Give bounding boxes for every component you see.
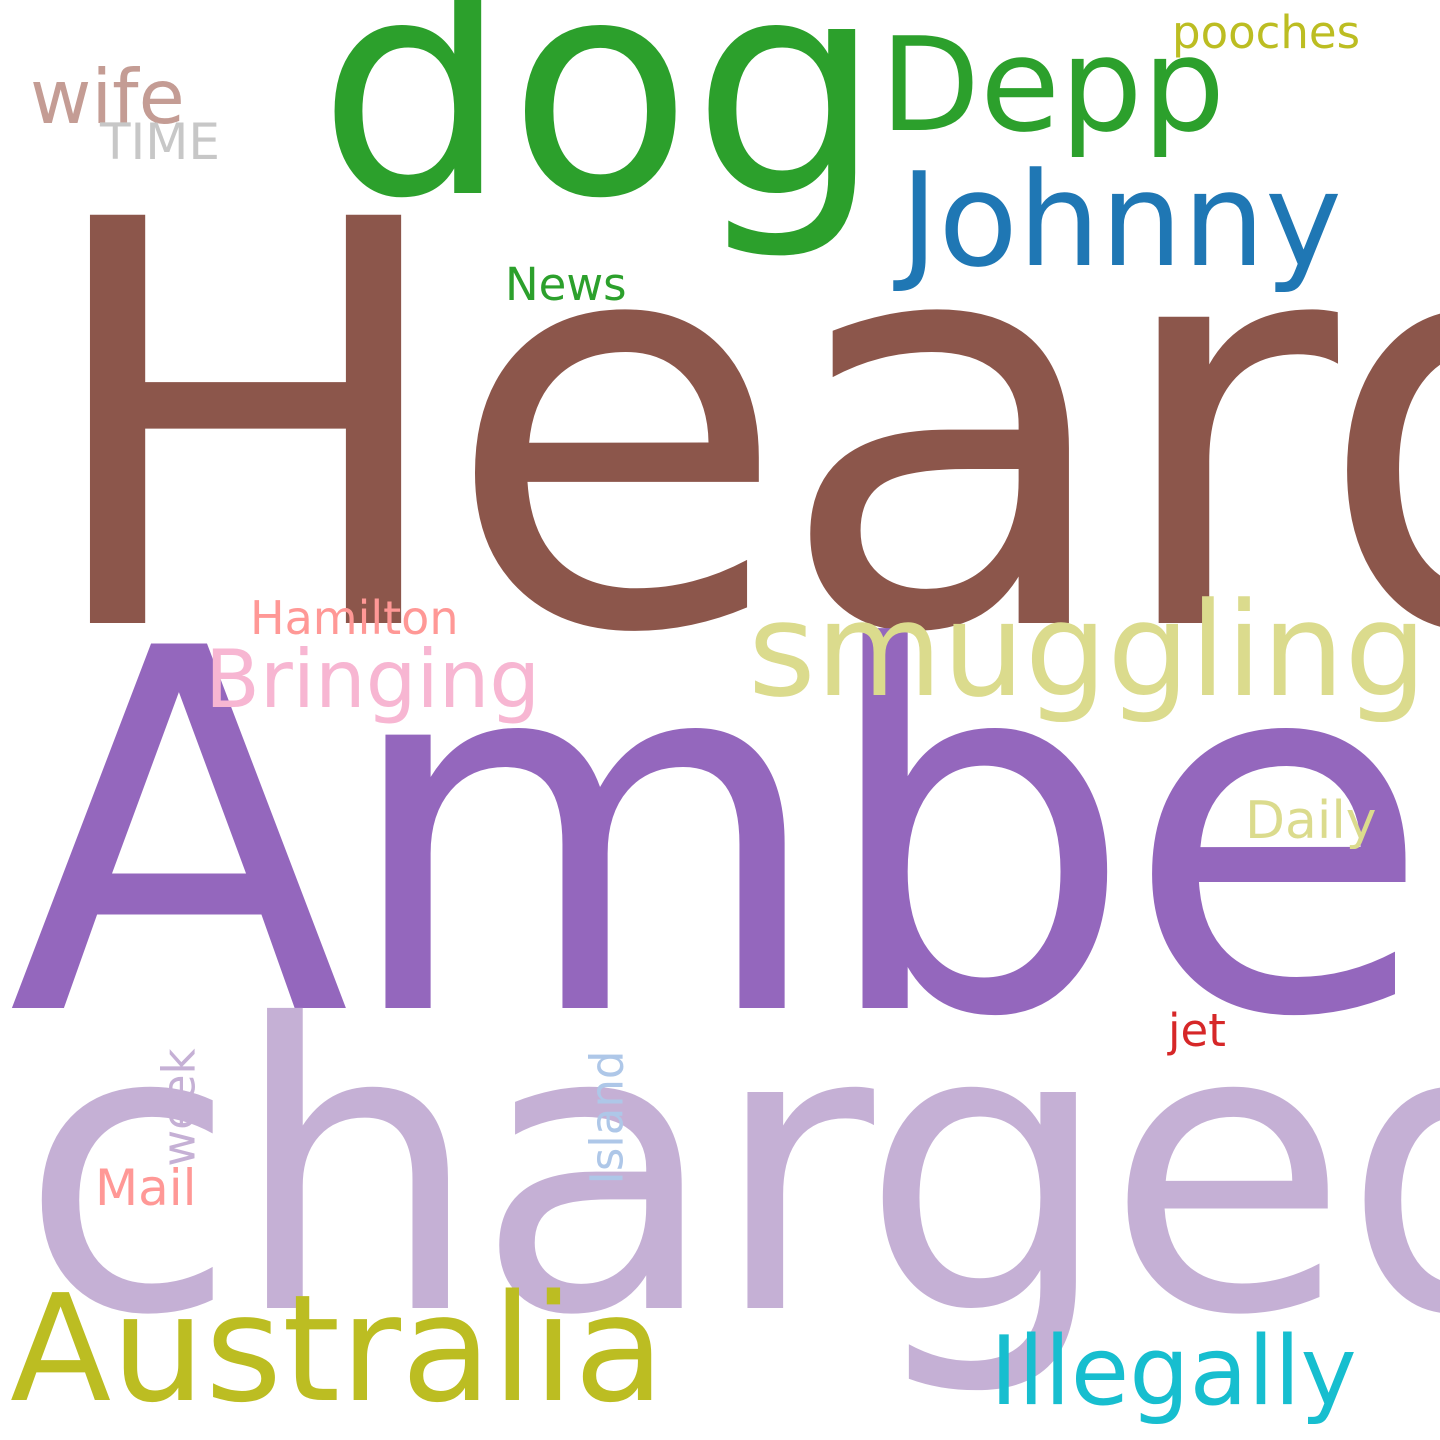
- word-jet: jet: [1168, 1004, 1226, 1057]
- word-dog: dog: [318, 0, 883, 264]
- word-island: Island: [580, 1050, 634, 1185]
- word-pooches: pooches: [1172, 6, 1361, 59]
- word-hamilton: Hamilton: [250, 591, 459, 645]
- word-australia: Australia: [10, 1263, 665, 1435]
- word-daily: Daily: [1245, 791, 1377, 851]
- word-johnny: Johnny: [900, 144, 1342, 296]
- word-wife: wife: [30, 53, 185, 141]
- word-mail: Mail: [95, 1159, 197, 1217]
- word-bringing: Bringing: [205, 633, 541, 726]
- word-depp: Depp: [880, 9, 1226, 161]
- word-charged: charged: [20, 942, 1440, 1402]
- word-heard: Heard: [35, 104, 1440, 756]
- word-news: News: [505, 258, 627, 311]
- word-time: TIME: [100, 113, 221, 171]
- word-week: week: [152, 1048, 206, 1167]
- word-illegally: Illegally: [990, 1317, 1357, 1427]
- word-amber: Amber: [8, 544, 1440, 1126]
- word-smuggling: smuggling: [748, 574, 1427, 726]
